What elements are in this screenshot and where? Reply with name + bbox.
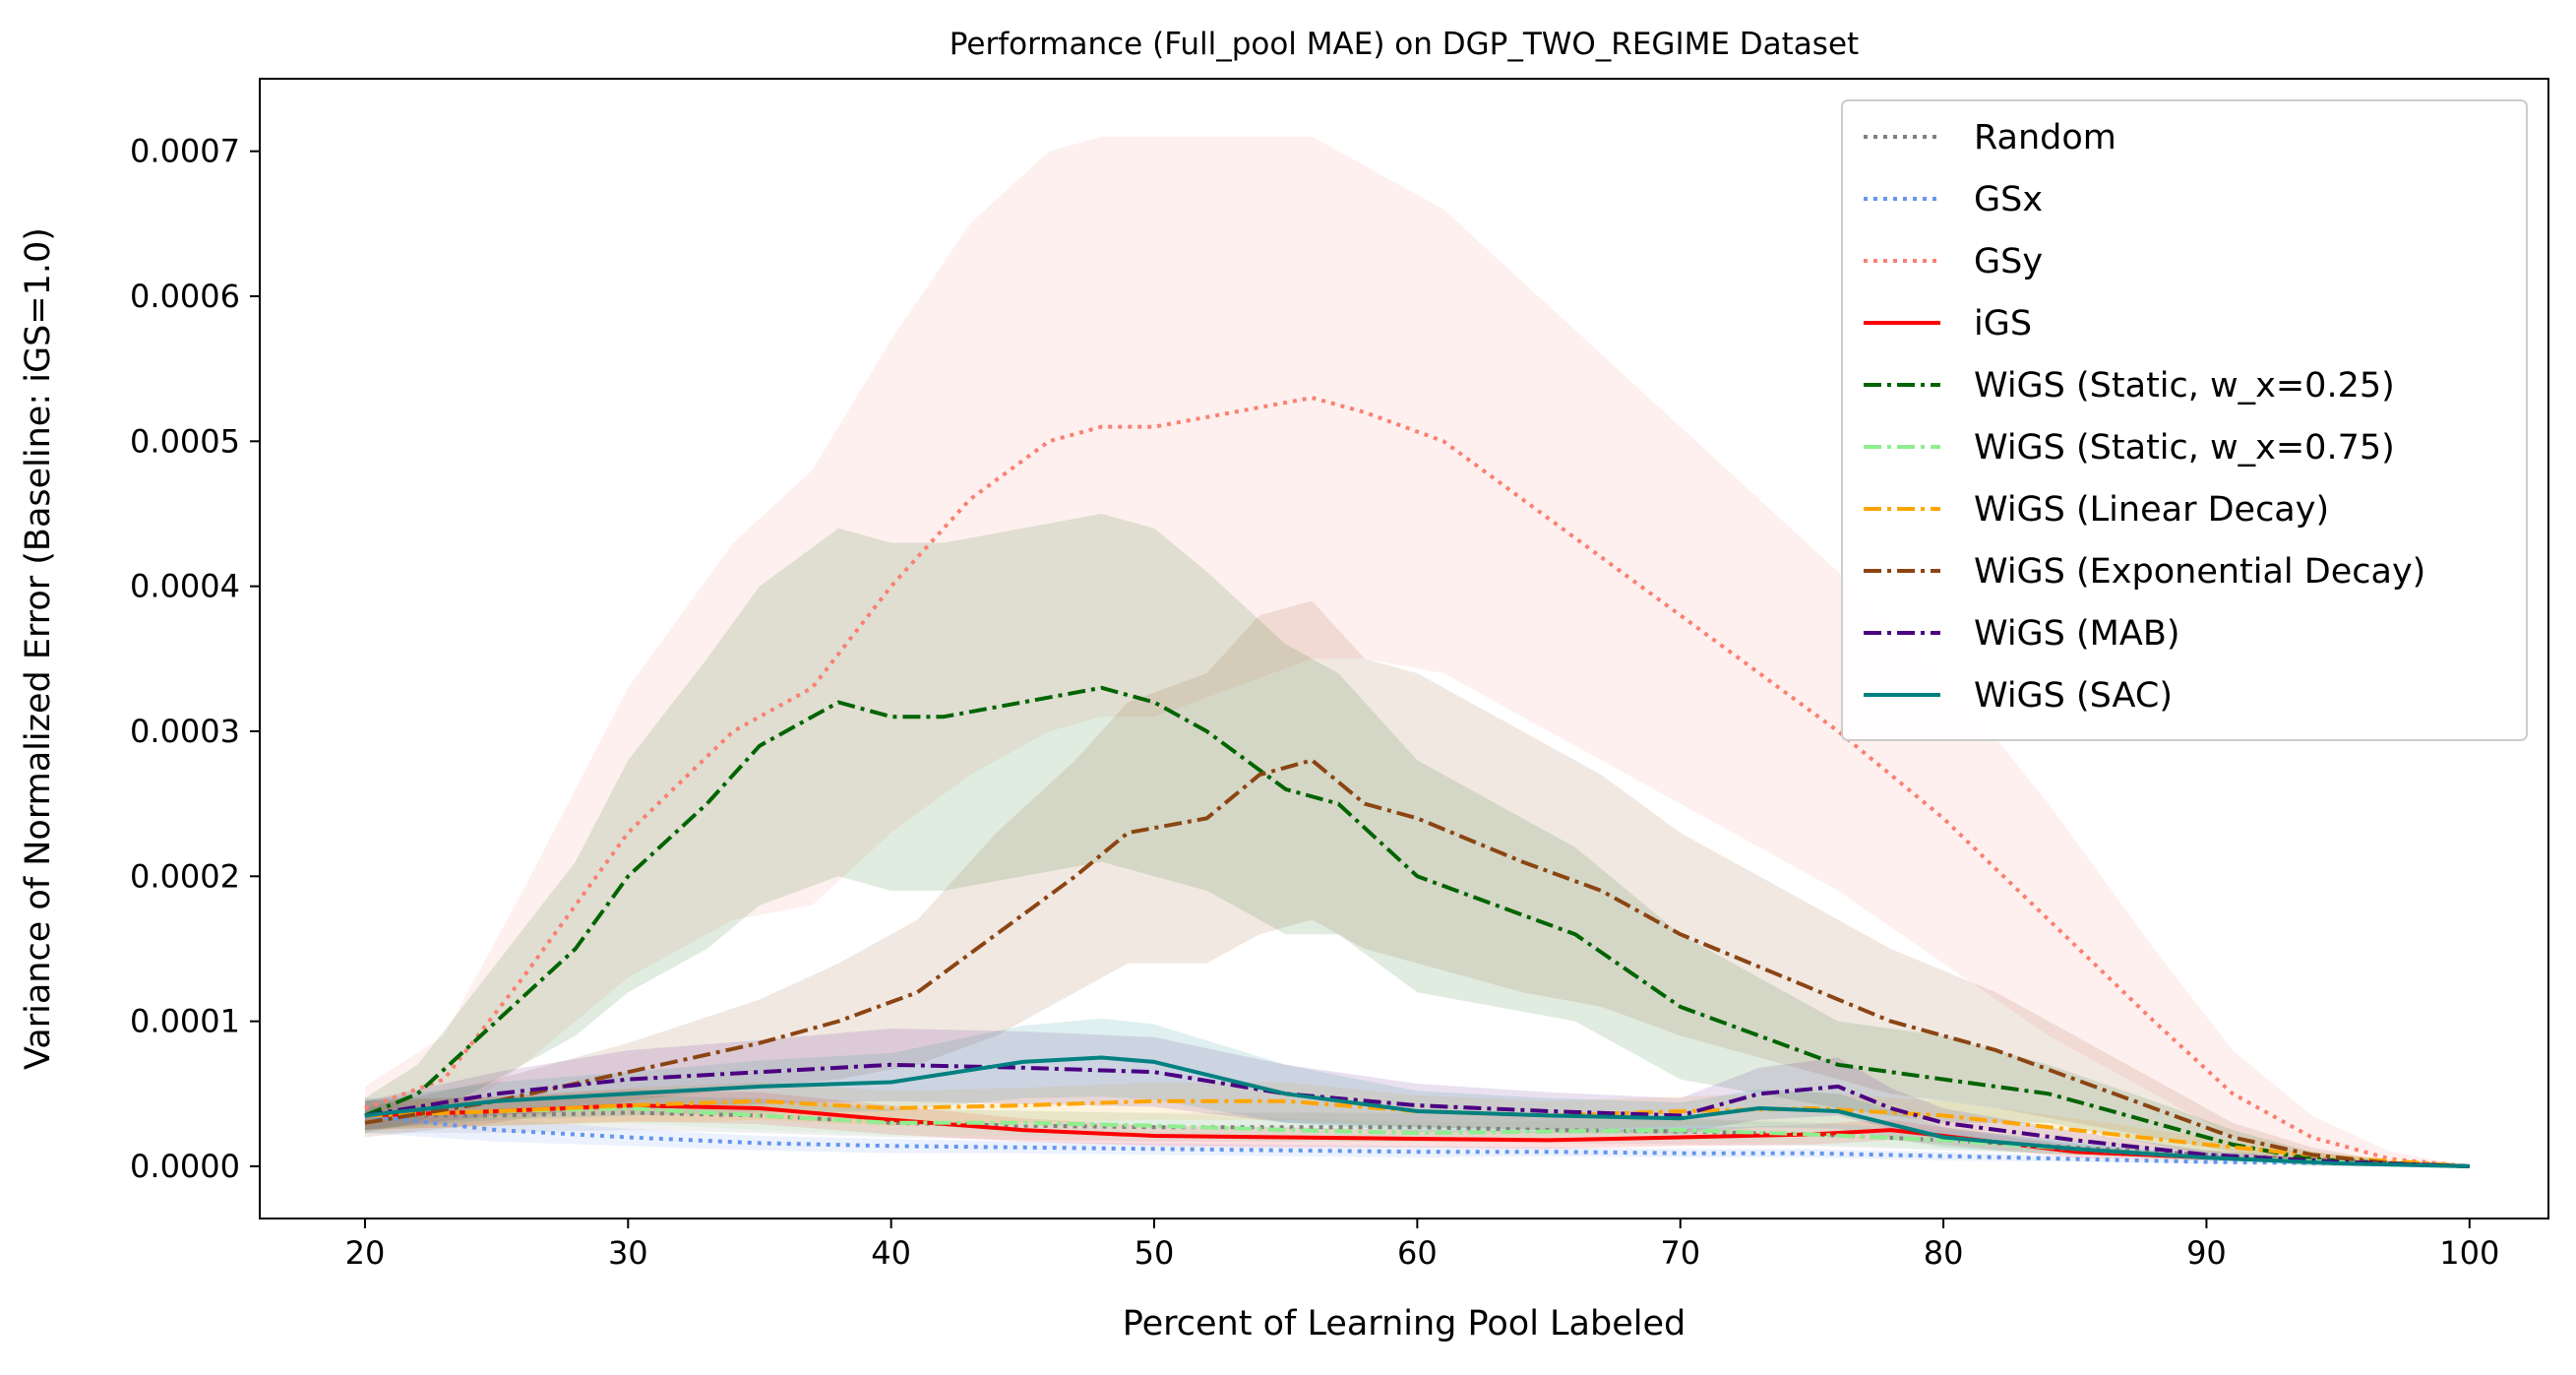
- y-tick-label: 0.0006: [130, 278, 240, 315]
- series-band-2: [364, 136, 2470, 1166]
- series-band-7: [364, 600, 2470, 1166]
- series-line-1: [364, 1113, 2470, 1168]
- series-line-7: [364, 758, 2470, 1168]
- legend-label: WiGS (Linear Decay): [1974, 490, 2329, 530]
- y-tick-label: 0.0003: [130, 713, 240, 750]
- legend-label: GSy: [1974, 242, 2043, 281]
- series-band-6: [364, 1082, 2470, 1166]
- legend: Random GSx GSy iGS WiGS (Static, w_x=0.25) Wi…: [1841, 99, 2528, 741]
- series-line-9: [364, 1055, 2470, 1168]
- y-tick-label: 0.0001: [130, 1003, 240, 1040]
- plot-frame: [259, 78, 2549, 1219]
- x-axis-label: Percent of Learning Pool Labeled: [1123, 1304, 1686, 1344]
- confidence-bands: [364, 136, 2470, 1166]
- legend-box: [1841, 99, 2528, 741]
- x-tick-label: 90: [2186, 1234, 2227, 1272]
- series-band-9: [364, 1018, 2470, 1166]
- legend-label: WiGS (Static, w_x=0.25): [1974, 366, 2395, 406]
- legend-label: Random: [1974, 118, 2116, 157]
- chart-title: Performance (Full_pool MAE) on DGP_TWO_R…: [950, 27, 1859, 62]
- x-tick-label: 20: [345, 1234, 386, 1272]
- series-band-5: [364, 1094, 2470, 1166]
- y-tick-label: 0.0005: [130, 422, 240, 460]
- y-tick-label: 0.0004: [130, 568, 240, 605]
- y-tick-label: 0.0002: [130, 857, 240, 895]
- x-axis: 20 30 40 50 60 70 80 90 100: [345, 1219, 2499, 1272]
- x-tick-label: 30: [608, 1234, 648, 1272]
- x-tick-label: 40: [871, 1234, 911, 1272]
- series-band-1: [364, 1097, 2470, 1166]
- x-tick-label: 100: [2439, 1234, 2499, 1272]
- x-tick-label: 50: [1135, 1234, 1175, 1272]
- x-tick-label: 80: [1924, 1234, 1964, 1272]
- legend-label: iGS: [1974, 304, 2032, 344]
- series-line-4: [364, 685, 2470, 1168]
- legend-label: WiGS (SAC): [1974, 676, 2173, 716]
- legend-label: WiGS (Exponential Decay): [1974, 552, 2425, 592]
- series-lines: [364, 396, 2470, 1168]
- series-line-3: [364, 1103, 2470, 1168]
- series-band-4: [364, 514, 2470, 1166]
- x-tick-label: 70: [1660, 1234, 1700, 1272]
- x-tick-label: 60: [1397, 1234, 1438, 1272]
- y-tick-label: 0.0007: [130, 133, 240, 170]
- y-axis-label: Variance of Normalized Error (Baseline: …: [19, 227, 58, 1070]
- legend-label: GSx: [1974, 180, 2043, 219]
- legend-label: WiGS (MAB): [1974, 614, 2180, 654]
- series-band-0: [364, 1094, 2470, 1166]
- legend-label: WiGS (Static, w_x=0.75): [1974, 428, 2395, 468]
- y-axis: 0.0000 0.0001 0.0002 0.0003 0.0004 0.0005 0.00…: [130, 133, 260, 1185]
- y-tick-label: 0.0000: [130, 1148, 240, 1185]
